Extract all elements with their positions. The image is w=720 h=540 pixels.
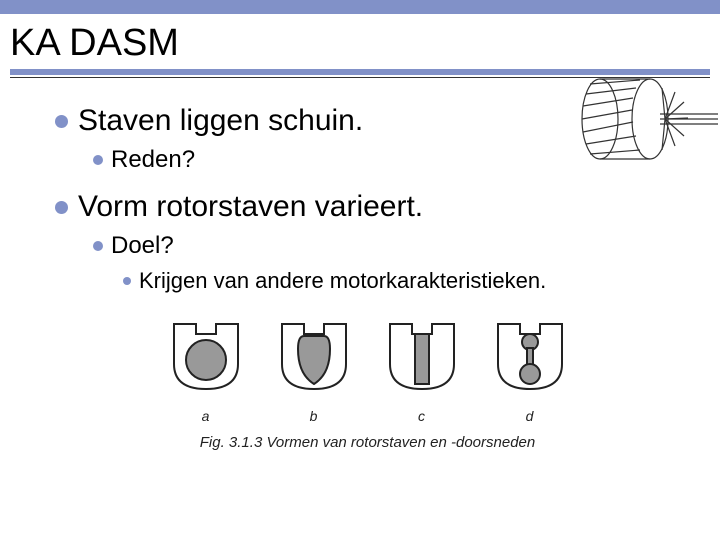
bullet-icon — [55, 201, 68, 214]
content-area: Staven liggen schuin. Reden? Vorm rotors… — [0, 88, 720, 461]
slot-shape-d — [490, 314, 570, 399]
slot-label-d: d — [490, 408, 570, 424]
bullet-icon — [55, 115, 68, 128]
slot-row: a b — [166, 314, 570, 424]
slot-c: c — [382, 314, 462, 424]
bullet-l3-1: Krijgen van andere motorkarakteristieken… — [123, 268, 680, 294]
bullet-l2-text: Doel? — [111, 232, 174, 260]
bullet-l3-text: Krijgen van andere motorkarakteristieken… — [139, 268, 546, 294]
slot-shape-c — [382, 314, 462, 399]
bullet-l1-1: Staven liggen schuin. — [55, 104, 680, 138]
bullet-icon — [123, 277, 131, 285]
slot-shape-b — [274, 314, 354, 399]
slide-title: KA DASM — [10, 22, 710, 65]
figure-area: a b — [55, 314, 680, 451]
bullet-l1-2: Vorm rotorstaven varieert. — [55, 190, 680, 224]
bullet-l1-text: Vorm rotorstaven varieert. — [78, 190, 423, 224]
figure-caption: Fig. 3.1.3 Vormen van rotorstaven en -do… — [166, 434, 570, 451]
slot-b: b — [274, 314, 354, 424]
bullet-l2-2: Doel? — [93, 232, 680, 260]
slot-a: a — [166, 314, 246, 424]
bullet-icon — [93, 155, 103, 165]
bullet-l2-text: Reden? — [111, 146, 195, 174]
bullet-l1-text: Staven liggen schuin. — [78, 104, 363, 138]
slot-shape-a — [166, 314, 246, 399]
bullet-l2-1: Reden? — [93, 146, 680, 174]
top-accent-band — [0, 0, 720, 14]
slot-d: d — [490, 314, 570, 424]
slot-label-a: a — [166, 408, 246, 424]
bullet-icon — [93, 241, 103, 251]
slot-label-c: c — [382, 408, 462, 424]
slot-label-b: b — [274, 408, 354, 424]
